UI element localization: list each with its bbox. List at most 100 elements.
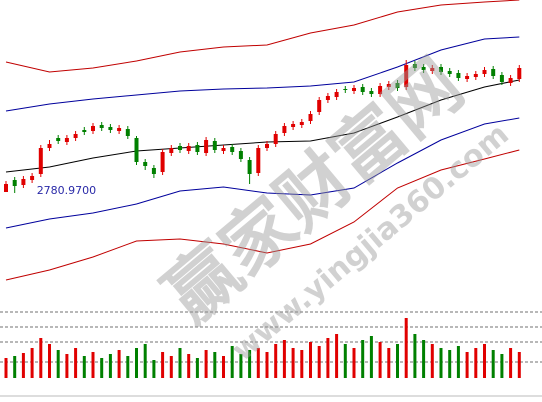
candle-body (91, 126, 95, 131)
candle-body (360, 87, 365, 92)
volume-bar (309, 342, 312, 378)
candle-body (21, 179, 26, 185)
volume-bar (274, 344, 278, 378)
candle-body (291, 124, 296, 127)
volume-bar (256, 348, 260, 378)
candle-body (282, 126, 287, 133)
volume-bar (56, 350, 60, 378)
volume-bar (39, 338, 43, 378)
candle-body (465, 76, 470, 79)
volume-bar (456, 346, 460, 378)
candle-body (404, 65, 409, 87)
band-line (5, 149, 520, 281)
volume-bar (213, 352, 217, 378)
candle-body (299, 122, 304, 125)
volume-bar (326, 338, 330, 378)
candle-body (134, 138, 139, 162)
volume-bar (108, 354, 112, 378)
candle-body (447, 71, 452, 74)
volume-bar (474, 348, 478, 378)
volume-bar (317, 346, 321, 378)
candle-body (143, 162, 148, 166)
candle-body (82, 130, 87, 132)
volume-bar (135, 348, 138, 378)
candle-body (4, 184, 8, 192)
volume-bar (239, 354, 243, 378)
volume-bar (248, 350, 252, 378)
volume-bar (178, 348, 182, 378)
volume-bar (361, 340, 365, 378)
candle-body (212, 141, 217, 150)
volume-bar (13, 356, 17, 378)
candle-body (439, 67, 443, 72)
candle-body (99, 125, 104, 128)
candle-body (169, 148, 174, 153)
volume-bar (439, 348, 443, 378)
candle-body (430, 68, 435, 71)
volume-bar (74, 348, 78, 378)
volume-bar (100, 358, 104, 378)
volume-bar (222, 356, 225, 378)
candle-body (186, 146, 191, 151)
volume-bar (30, 348, 34, 378)
volume-bar (161, 352, 165, 378)
volume-bar (491, 350, 495, 378)
band-line (5, 0, 520, 73)
volume-bar (195, 358, 199, 378)
candle-body (343, 89, 348, 90)
candle-body (151, 168, 156, 174)
candle-body (508, 78, 513, 83)
volume-bar (352, 348, 356, 378)
candle-body (47, 144, 52, 148)
volume-bar (509, 348, 513, 378)
candle-body (230, 147, 235, 152)
candle-body (56, 138, 61, 141)
candle-body (195, 145, 200, 152)
candle-body (473, 74, 478, 77)
candle-body (221, 148, 226, 151)
candle-body (256, 148, 261, 173)
candle-body (325, 96, 330, 100)
volume-bar (152, 360, 156, 378)
candle-body (247, 160, 252, 174)
candle-body (378, 86, 383, 94)
candle-body (117, 128, 122, 131)
volume-bar (4, 358, 8, 378)
volume-bar (387, 348, 391, 378)
candle-body (482, 70, 487, 74)
volume-bar (300, 350, 304, 378)
annotation: 2780.9700 (37, 184, 96, 197)
candle-body (38, 148, 43, 174)
volume-bar (369, 336, 373, 378)
candle-body (412, 64, 417, 68)
volume-grid (0, 311, 542, 363)
volume-bar (343, 344, 347, 378)
volume-bar (404, 318, 408, 378)
volume-bar (422, 340, 426, 378)
candle-body (108, 127, 113, 130)
volume-bar (500, 354, 504, 378)
candle-body (517, 68, 522, 79)
volume-bar (396, 344, 399, 378)
volume-bar (378, 342, 382, 378)
candle-body (178, 146, 182, 150)
volume-bar (517, 352, 521, 378)
candle-body (64, 138, 69, 142)
volume-bar (483, 344, 486, 378)
volume-bar (65, 354, 69, 378)
volume-bar (465, 352, 469, 378)
candle-body (308, 114, 313, 121)
candle-body (456, 73, 461, 78)
candle-body (204, 140, 209, 153)
volume-bar (82, 356, 86, 378)
volume-bar (430, 344, 434, 378)
volume-bar (204, 350, 208, 378)
candle-body (160, 152, 165, 172)
volume-bar (413, 334, 417, 378)
volume-bar (335, 334, 339, 378)
candle-body (238, 151, 243, 159)
volume-bar (291, 348, 295, 378)
candle-body (369, 91, 374, 94)
